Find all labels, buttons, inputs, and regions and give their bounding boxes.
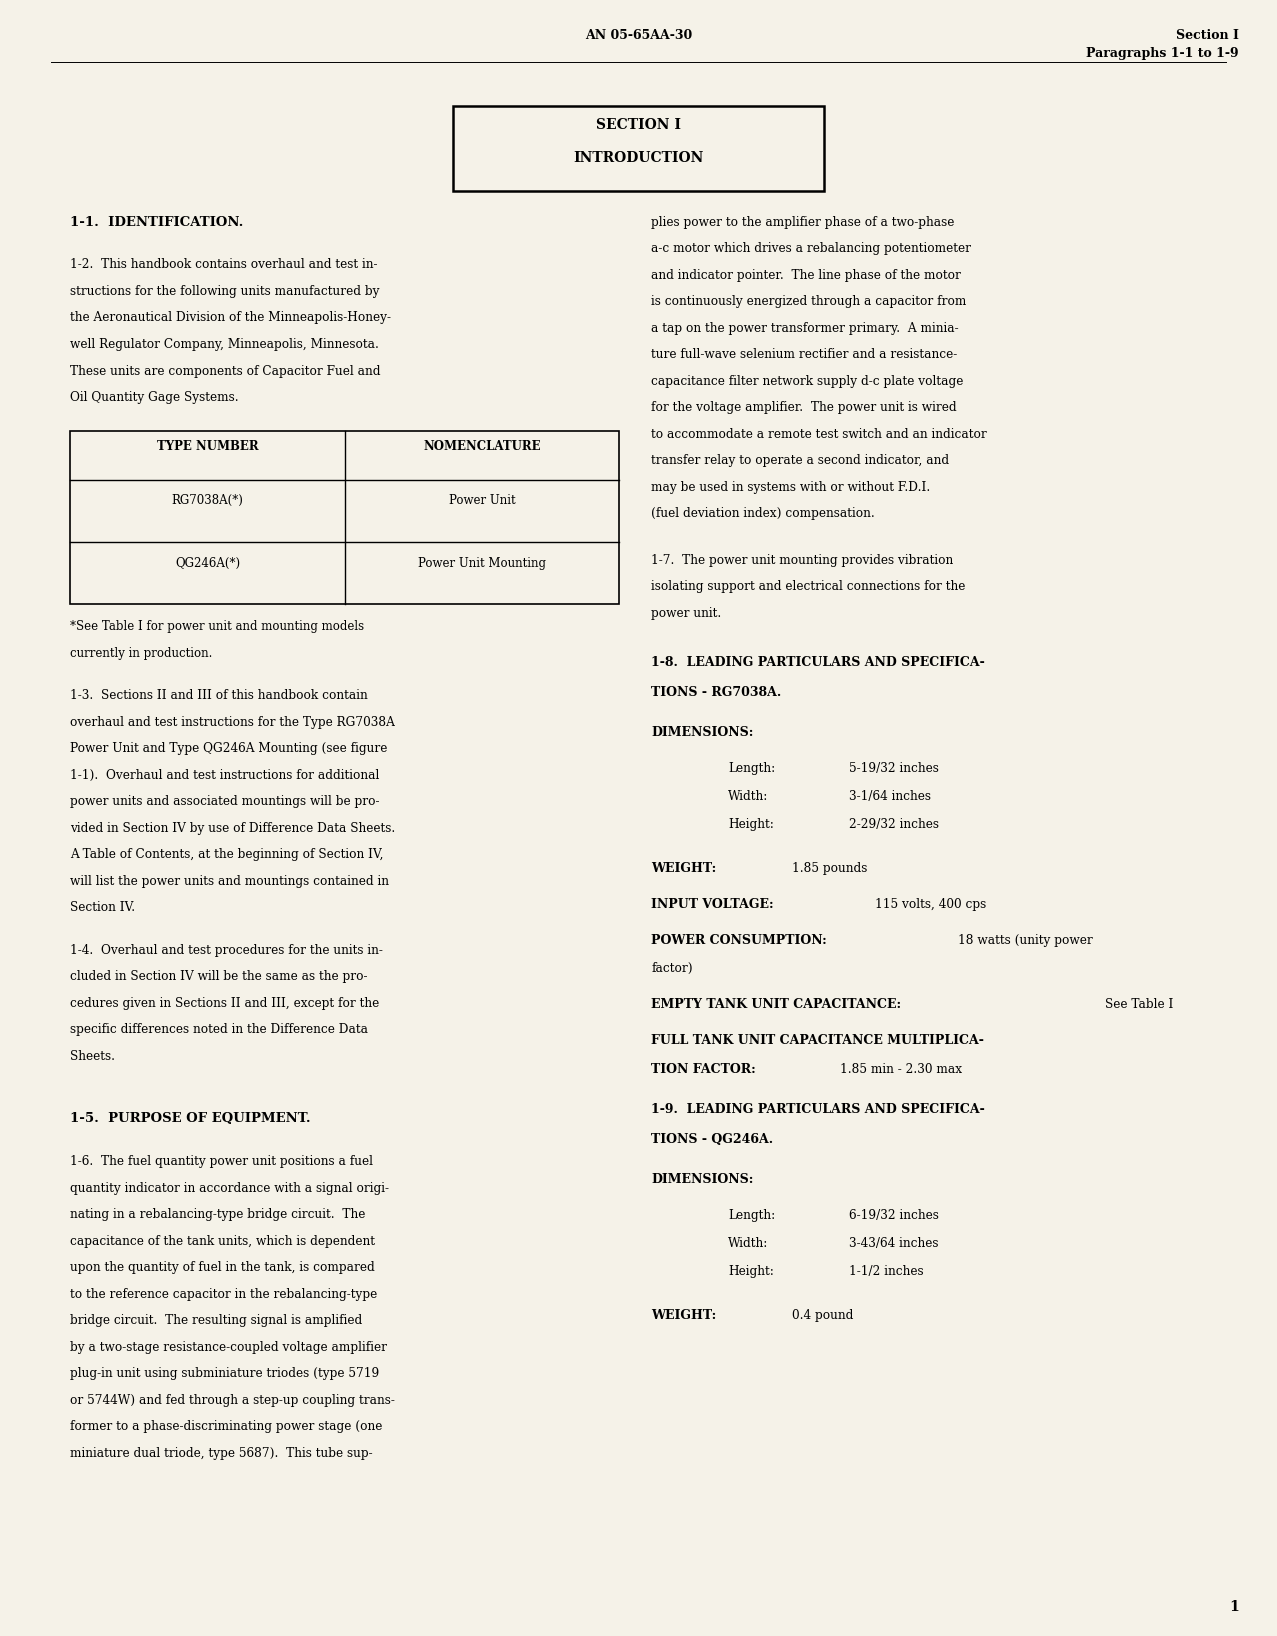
Text: vided in Section IV by use of Difference Data Sheets.: vided in Section IV by use of Difference…: [70, 821, 396, 834]
Text: SECTION I: SECTION I: [596, 118, 681, 133]
Bar: [70, 430, 619, 604]
Text: EMPTY TANK UNIT CAPACITANCE:: EMPTY TANK UNIT CAPACITANCE:: [651, 998, 902, 1011]
Text: INPUT VOLTAGE:: INPUT VOLTAGE:: [651, 898, 774, 911]
Text: RG7038A(*): RG7038A(*): [171, 494, 244, 507]
Text: Section I: Section I: [1176, 29, 1239, 43]
Text: TION FACTOR:: TION FACTOR:: [651, 1063, 756, 1076]
Text: ture full-wave selenium rectifier and a resistance-: ture full-wave selenium rectifier and a …: [651, 348, 958, 362]
Text: well Regulator Company, Minneapolis, Minnesota.: well Regulator Company, Minneapolis, Min…: [70, 339, 379, 352]
Text: for the voltage amplifier.  The power unit is wired: for the voltage amplifier. The power uni…: [651, 401, 956, 414]
Text: upon the quantity of fuel in the tank, is compared: upon the quantity of fuel in the tank, i…: [70, 1261, 375, 1274]
Text: 1-2.  This handbook contains overhaul and test in-: 1-2. This handbook contains overhaul and…: [70, 258, 378, 272]
Text: 2-29/32 inches: 2-29/32 inches: [849, 818, 939, 831]
Text: a tap on the power transformer primary.  A minia-: a tap on the power transformer primary. …: [651, 322, 959, 335]
Text: (fuel deviation index) compensation.: (fuel deviation index) compensation.: [651, 507, 875, 520]
Text: by a two-stage resistance-coupled voltage amplifier: by a two-stage resistance-coupled voltag…: [70, 1340, 387, 1353]
Text: Paragraphs 1-1 to 1-9: Paragraphs 1-1 to 1-9: [1085, 47, 1239, 61]
Text: 1: 1: [1228, 1600, 1239, 1615]
Text: former to a phase-discriminating power stage (one: former to a phase-discriminating power s…: [70, 1420, 383, 1433]
Text: Width:: Width:: [728, 790, 769, 803]
Text: TYPE NUMBER: TYPE NUMBER: [157, 440, 258, 453]
Text: factor): factor): [651, 962, 693, 975]
Text: 115 volts, 400 cps: 115 volts, 400 cps: [875, 898, 986, 911]
Text: A Table of Contents, at the beginning of Section IV,: A Table of Contents, at the beginning of…: [70, 847, 383, 861]
Text: 1-5.  PURPOSE OF EQUIPMENT.: 1-5. PURPOSE OF EQUIPMENT.: [70, 1112, 310, 1126]
Text: 3-1/64 inches: 3-1/64 inches: [849, 790, 931, 803]
Text: Length:: Length:: [728, 1209, 775, 1222]
Text: transfer relay to operate a second indicator, and: transfer relay to operate a second indic…: [651, 455, 949, 468]
Text: These units are components of Capacitor Fuel and: These units are components of Capacitor …: [70, 365, 381, 378]
Text: 1-8.  LEADING PARTICULARS AND SPECIFICA-: 1-8. LEADING PARTICULARS AND SPECIFICA-: [651, 656, 985, 669]
Text: plug-in unit using subminiature triodes (type 5719: plug-in unit using subminiature triodes …: [70, 1368, 379, 1381]
Text: 1-6.  The fuel quantity power unit positions a fuel: 1-6. The fuel quantity power unit positi…: [70, 1155, 373, 1168]
Text: Power Unit: Power Unit: [448, 494, 516, 507]
Text: POWER CONSUMPTION:: POWER CONSUMPTION:: [651, 934, 827, 947]
Text: isolating support and electrical connections for the: isolating support and electrical connect…: [651, 581, 965, 594]
Text: 1-4.  Overhaul and test procedures for the units in-: 1-4. Overhaul and test procedures for th…: [70, 944, 383, 957]
Text: structions for the following units manufactured by: structions for the following units manuf…: [70, 285, 379, 298]
Text: 1.85 min - 2.30 max: 1.85 min - 2.30 max: [840, 1063, 963, 1076]
Text: or 5744W) and fed through a step-up coupling trans-: or 5744W) and fed through a step-up coup…: [70, 1394, 395, 1407]
Text: the Aeronautical Division of the Minneapolis-Honey-: the Aeronautical Division of the Minneap…: [70, 311, 391, 324]
Text: a-c motor which drives a rebalancing potentiometer: a-c motor which drives a rebalancing pot…: [651, 242, 972, 255]
Text: Length:: Length:: [728, 762, 775, 775]
Text: 1-9.  LEADING PARTICULARS AND SPECIFICA-: 1-9. LEADING PARTICULARS AND SPECIFICA-: [651, 1103, 985, 1116]
Text: Sheets.: Sheets.: [70, 1050, 115, 1063]
Text: cluded in Section IV will be the same as the pro-: cluded in Section IV will be the same as…: [70, 970, 368, 983]
Text: FULL TANK UNIT CAPACITANCE MULTIPLICA-: FULL TANK UNIT CAPACITANCE MULTIPLICA-: [651, 1034, 985, 1047]
Text: AN 05-65AA-30: AN 05-65AA-30: [585, 29, 692, 43]
Text: Power Unit and Type QG246A Mounting (see figure: Power Unit and Type QG246A Mounting (see…: [70, 743, 388, 756]
Text: nating in a rebalancing-type bridge circuit.  The: nating in a rebalancing-type bridge circ…: [70, 1207, 365, 1220]
Text: WEIGHT:: WEIGHT:: [651, 1309, 716, 1322]
Text: Power Unit Mounting: Power Unit Mounting: [418, 556, 547, 569]
Text: specific differences noted in the Difference Data: specific differences noted in the Differ…: [70, 1024, 368, 1037]
Text: 1-1/2 inches: 1-1/2 inches: [849, 1265, 923, 1278]
Text: Width:: Width:: [728, 1237, 769, 1250]
Text: TIONS - RG7038A.: TIONS - RG7038A.: [651, 685, 782, 699]
Text: 3-43/64 inches: 3-43/64 inches: [849, 1237, 939, 1250]
Text: capacitance filter network supply d-c plate voltage: capacitance filter network supply d-c pl…: [651, 375, 964, 388]
Text: *See Table I for power unit and mounting models: *See Table I for power unit and mounting…: [70, 620, 364, 633]
Text: Height:: Height:: [728, 1265, 774, 1278]
Text: will list the power units and mountings contained in: will list the power units and mountings …: [70, 875, 389, 888]
Text: 0.4 pound: 0.4 pound: [792, 1309, 853, 1322]
Text: currently in production.: currently in production.: [70, 646, 212, 659]
Text: TIONS - QG246A.: TIONS - QG246A.: [651, 1134, 774, 1145]
Text: NOMENCLATURE: NOMENCLATURE: [423, 440, 541, 453]
Text: power units and associated mountings will be pro-: power units and associated mountings wil…: [70, 795, 379, 808]
Text: to the reference capacitor in the rebalancing-type: to the reference capacitor in the rebala…: [70, 1288, 378, 1301]
Text: 1-3.  Sections II and III of this handbook contain: 1-3. Sections II and III of this handboo…: [70, 689, 368, 702]
Text: WEIGHT:: WEIGHT:: [651, 862, 716, 875]
Text: miniature dual triode, type 5687).  This tube sup-: miniature dual triode, type 5687). This …: [70, 1446, 373, 1459]
Text: INTRODUCTION: INTRODUCTION: [573, 151, 704, 165]
Text: See Table I: See Table I: [1105, 998, 1174, 1011]
Text: Oil Quantity Gage Systems.: Oil Quantity Gage Systems.: [70, 391, 239, 404]
Text: and indicator pointer.  The line phase of the motor: and indicator pointer. The line phase of…: [651, 268, 962, 281]
Text: 18 watts (unity power: 18 watts (unity power: [958, 934, 1093, 947]
Text: is continuously energized through a capacitor from: is continuously energized through a capa…: [651, 296, 967, 309]
Text: 6-19/32 inches: 6-19/32 inches: [849, 1209, 939, 1222]
Text: 1.85 pounds: 1.85 pounds: [792, 862, 867, 875]
Text: bridge circuit.  The resulting signal is amplified: bridge circuit. The resulting signal is …: [70, 1314, 363, 1327]
Text: Height:: Height:: [728, 818, 774, 831]
Text: overhaul and test instructions for the Type RG7038A: overhaul and test instructions for the T…: [70, 715, 395, 728]
Bar: [453, 106, 824, 191]
Text: capacitance of the tank units, which is dependent: capacitance of the tank units, which is …: [70, 1235, 375, 1248]
Text: DIMENSIONS:: DIMENSIONS:: [651, 1173, 753, 1186]
Text: 5-19/32 inches: 5-19/32 inches: [849, 762, 939, 775]
Text: 1-1.  IDENTIFICATION.: 1-1. IDENTIFICATION.: [70, 216, 244, 229]
Text: may be used in systems with or without F.D.I.: may be used in systems with or without F…: [651, 481, 931, 494]
Text: 1-1).  Overhaul and test instructions for additional: 1-1). Overhaul and test instructions for…: [70, 769, 379, 782]
Text: quantity indicator in accordance with a signal origi-: quantity indicator in accordance with a …: [70, 1181, 389, 1194]
Text: power unit.: power unit.: [651, 607, 722, 620]
Text: to accommodate a remote test switch and an indicator: to accommodate a remote test switch and …: [651, 429, 987, 442]
Text: plies power to the amplifier phase of a two-phase: plies power to the amplifier phase of a …: [651, 216, 955, 229]
Text: DIMENSIONS:: DIMENSIONS:: [651, 726, 753, 739]
Text: 1-7.  The power unit mounting provides vibration: 1-7. The power unit mounting provides vi…: [651, 553, 954, 566]
Text: Section IV.: Section IV.: [70, 901, 135, 915]
Text: cedures given in Sections II and III, except for the: cedures given in Sections II and III, ex…: [70, 996, 379, 1009]
Text: QG246A(*): QG246A(*): [175, 556, 240, 569]
